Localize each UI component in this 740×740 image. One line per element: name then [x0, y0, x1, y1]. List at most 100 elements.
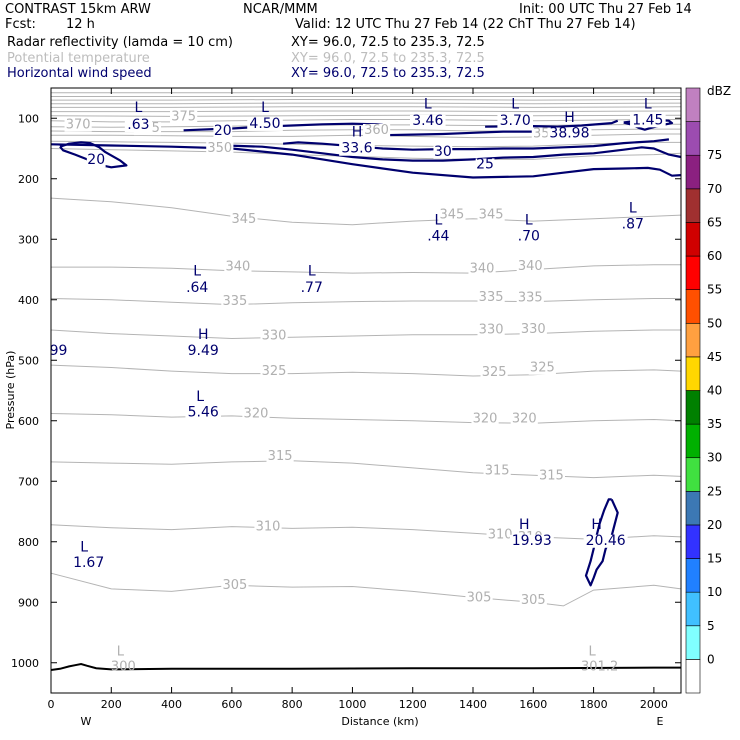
theta-label-345: 345: [439, 208, 464, 223]
x-tick-label: 800: [282, 698, 303, 711]
theta-label-325-bg: [480, 365, 508, 379]
wind-label: 30: [434, 144, 452, 160]
theta-label-370: 370: [66, 118, 91, 133]
reflectivity-colorbar: 0 5 10 15 20 25 30 35 40 45 50 55 60 65 70 75: [685, 87, 722, 694]
y-tick-label: 1000: [11, 657, 39, 670]
theta-label-325: 325: [482, 365, 507, 380]
wind-label: .64: [186, 280, 208, 296]
colorbar-swatch: [685, 255, 701, 290]
wind-label: 19.93: [512, 533, 552, 549]
theta-label-320-bg: [510, 412, 538, 426]
theta-label-320: 320: [473, 412, 498, 427]
theta-label-345-bg: [230, 212, 258, 226]
low-marker: L: [193, 264, 201, 280]
x-tick-label: 2000: [640, 698, 668, 711]
wind-contour-35: [283, 138, 670, 151]
colorbar-swatch: [685, 121, 701, 156]
theta-label-335: 335: [518, 291, 543, 306]
colorbar-swatch: [685, 457, 701, 492]
terrain: [50, 662, 681, 671]
theta-label-340: 340: [225, 260, 250, 275]
wind-contours: [50, 119, 682, 587]
wind-label: 3.46: [412, 113, 443, 129]
colorbar-level-label: 70: [707, 182, 722, 196]
theta-label-360-bg: [362, 123, 391, 137]
low-marker: L: [629, 201, 637, 217]
terrain-line: [50, 662, 681, 671]
theta-label-340: 340: [470, 262, 495, 277]
contour-labels: 3753703653603553503453453453403403403353…: [49, 97, 666, 675]
wind-label: 5.46: [188, 405, 219, 421]
colorbar-level-label: 10: [707, 585, 722, 599]
theta-contour-330: [50, 329, 681, 340]
theta-label-320: 320: [244, 407, 269, 422]
wind-label-bg: [497, 114, 534, 128]
y-tick-label: 500: [18, 354, 39, 367]
theta-label-310: 310: [256, 519, 281, 534]
colorbar-swatch: [685, 524, 701, 559]
theta-label-340-bg: [224, 260, 252, 274]
theta-label-330-bg: [477, 323, 505, 337]
low-marker: L: [196, 389, 204, 405]
wind-label-bg: [339, 142, 375, 156]
theta-label-325: 325: [262, 364, 287, 379]
theta-label-370-bg: [64, 118, 92, 132]
surface-theta-label: 301.2: [581, 660, 618, 675]
theta-contour-390: [51, 106, 682, 108]
colorbar-swatch: [685, 659, 701, 694]
colorbar-swatch: [685, 154, 701, 190]
colorbar-swatch: [685, 591, 701, 627]
wind-label-bg: [183, 281, 211, 295]
theta-label-330: 330: [521, 322, 546, 337]
colorbar-level-label: 15: [707, 552, 722, 566]
theta-label-335-bg: [516, 291, 544, 305]
theta-label-350-bg: [206, 142, 234, 156]
wind-label-bg: [547, 127, 592, 141]
colorbar-swatch: [685, 625, 701, 660]
colorbar-level-label: 40: [707, 384, 722, 398]
wind-label-bg: [298, 281, 326, 295]
theta-contour-345: [50, 197, 682, 226]
x-axis-title: Distance (km): [341, 715, 418, 728]
theta-contour-335: [50, 298, 681, 306]
theta-label-345-bg: [477, 208, 505, 222]
colorbar-swatch: [685, 356, 701, 391]
surface-theta-label: L: [588, 644, 596, 659]
wind-label-bg: [583, 534, 628, 548]
x-end-label-west: W: [81, 715, 92, 728]
colorbar-level-label: 45: [707, 350, 722, 364]
x-tick-label: 600: [221, 698, 242, 711]
low-marker: L: [424, 97, 432, 113]
theta-label-315: 315: [539, 468, 564, 483]
wind-label-bg: [124, 119, 153, 133]
colorbar-swatch: [685, 188, 701, 223]
theta-label-345: 345: [232, 212, 257, 227]
theta-label-335: 335: [222, 294, 247, 309]
colorbar-level-label: 20: [707, 518, 722, 532]
theta-contour-340: [51, 264, 681, 274]
field-wind-name: Horizontal wind speed: [7, 66, 152, 81]
theta-label-345: 345: [479, 208, 504, 223]
theta-label-305: 305: [521, 593, 546, 608]
colorbar-swatch: [685, 87, 701, 122]
y-tick-label: 100: [18, 112, 39, 125]
wind-label: 9.49: [188, 343, 219, 359]
theta-contour-320: [50, 413, 682, 424]
wind-label: 33.6: [341, 141, 372, 157]
x-tick-label: 1400: [459, 698, 487, 711]
wind-label-bg: [475, 158, 495, 172]
theta-label-315: 315: [485, 464, 510, 479]
theta-label-315-bg: [537, 469, 565, 483]
theta-label-315-bg: [483, 464, 511, 478]
y-tick-label: 400: [18, 294, 39, 307]
wind-contour-20: [59, 141, 128, 169]
wind-label: .44: [427, 228, 449, 244]
high-marker: H: [591, 517, 602, 533]
wind-label: .87: [622, 216, 644, 232]
wind-label-bg: [86, 154, 106, 168]
wind-label: .77: [301, 280, 323, 296]
field-theta-name: Potential temperature: [7, 51, 150, 66]
colorbar-level-label: 35: [707, 417, 722, 431]
theta-label-305-bg: [221, 578, 249, 592]
